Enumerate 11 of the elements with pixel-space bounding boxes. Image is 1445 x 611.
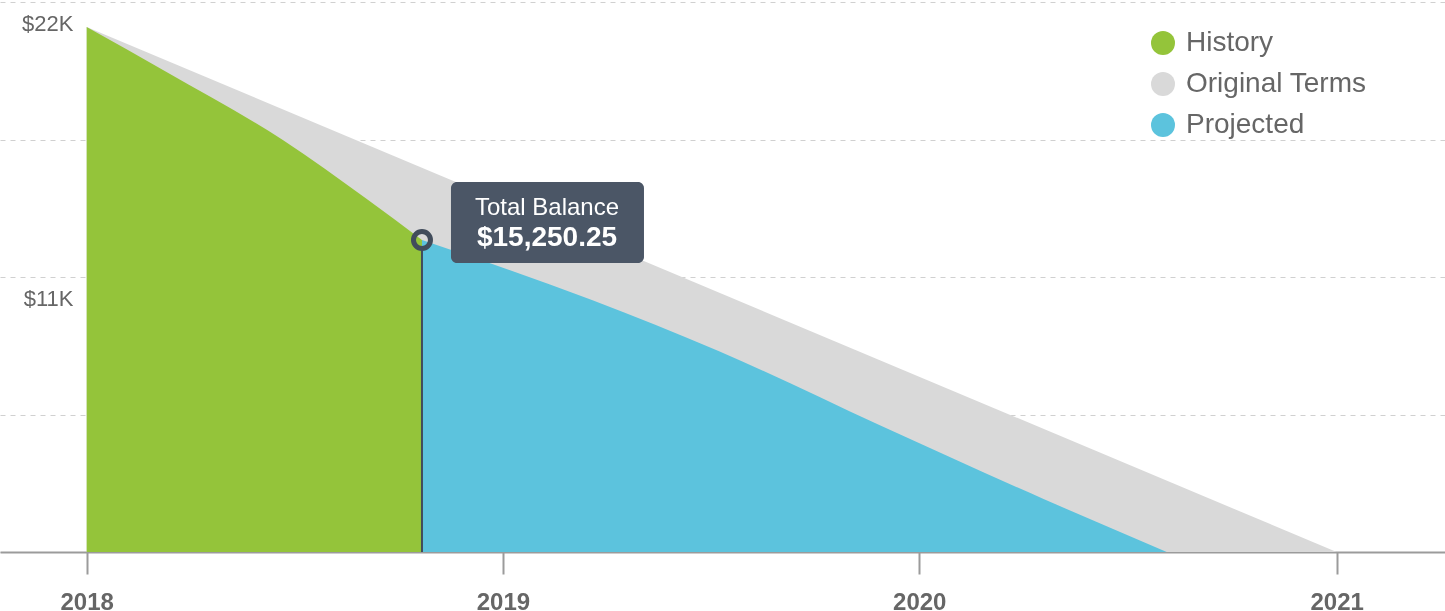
- annotation: Total Balance: [474, 193, 620, 220]
- legend-label: Original Terms: [1186, 67, 1366, 98]
- x-tick-label: 2018: [60, 587, 114, 611]
- legend-label: Projected: [1186, 108, 1305, 139]
- x-tick-label: 2021: [1310, 587, 1364, 611]
- legend-label: History: [1186, 26, 1274, 57]
- x-tick-label: 2020: [893, 587, 947, 611]
- x-tick-label: 2019: [476, 587, 531, 611]
- y-tick-label: $11K: [23, 285, 74, 311]
- annotation: $15,250.25: [476, 221, 618, 252]
- y-tick-label: $22K: [22, 10, 74, 36]
